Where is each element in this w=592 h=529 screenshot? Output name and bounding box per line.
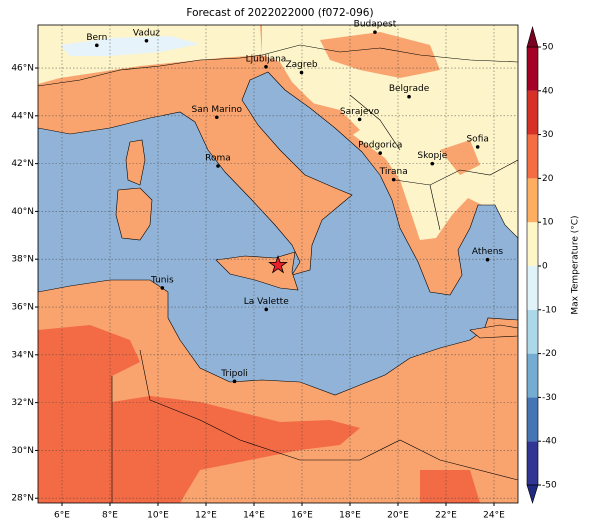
x-tick-label: 6°E: [54, 511, 70, 521]
y-tick-label: 32°N: [11, 398, 34, 408]
city-dot: [160, 286, 165, 290]
city-label: Bern: [86, 33, 107, 43]
snow: [60, 36, 200, 56]
title: Forecast of 2022022000 (f072-096): [186, 7, 373, 19]
location-star: [268, 254, 288, 274]
city-label: Tirana: [379, 167, 408, 177]
colorbar-tick-label: 0: [542, 262, 548, 272]
colorbar-segment: [527, 441, 538, 485]
city-dot: [264, 65, 268, 69]
colorbar-segment: [527, 309, 538, 354]
y-tick-label: 36°N: [11, 303, 34, 313]
city-label: Roma: [205, 154, 231, 164]
city-dot: [378, 151, 383, 155]
city-dot: [144, 38, 149, 43]
colorbar-segment: [527, 266, 538, 310]
y-tick-label: 38°N: [11, 255, 34, 265]
city-label: La Valette: [244, 297, 289, 307]
colorbar-tick-label: 10: [542, 218, 554, 228]
city-label: Belgrade: [389, 84, 430, 94]
city-label: Sarajevo: [340, 107, 380, 117]
x-tick-label: 18°E: [339, 511, 361, 521]
city-label: Tunis: [150, 275, 174, 285]
colorbar-segment: [527, 397, 538, 442]
city-label: Budapest: [354, 20, 397, 30]
city-dot: [485, 257, 490, 262]
map-frame: [37, 24, 519, 504]
colorbar-extend: [526, 484, 539, 505]
city-dot: [430, 161, 435, 166]
city-dot: [357, 117, 362, 122]
city-dot: [391, 177, 396, 182]
y-tick-label: 44°N: [11, 111, 34, 121]
colorbar-tick-label: 20: [542, 174, 554, 184]
y-tick-label: 46°N: [11, 64, 34, 74]
city-dot: [264, 307, 269, 312]
colorbar-tick-label: -30: [542, 393, 557, 403]
x-tick-label: 22°E: [435, 511, 457, 521]
colorbar-tick-label: -10: [542, 305, 557, 315]
x-tick-label: 14°E: [243, 511, 265, 521]
x-tick-label: 16°E: [291, 511, 313, 521]
y-tick-label: 40°N: [11, 207, 34, 217]
colorbar-segment: [527, 222, 538, 266]
colorbar-segment: [527, 47, 538, 91]
city-dot: [373, 30, 377, 34]
colorbar-segment: [527, 90, 538, 135]
crete: [469, 324, 518, 339]
borders: [38, 44, 518, 503]
city-dot: [299, 70, 304, 75]
y-tick-label: 30°N: [11, 446, 34, 456]
city-dot: [475, 145, 480, 149]
city-dot: [216, 164, 220, 168]
corsica: [125, 139, 146, 186]
city-label: Sofia: [466, 134, 488, 144]
city-dot: [215, 115, 219, 120]
city-label: Vaduz: [133, 28, 160, 38]
sea: [38, 71, 518, 396]
sardinia: [115, 187, 153, 241]
colorbar-tick-label: -50: [542, 481, 557, 491]
balkans-cool: [262, 25, 518, 240]
city-dot: [407, 94, 411, 99]
x-tick-label: 20°E: [387, 511, 409, 521]
colorbar-label: Max Temperature (°C): [571, 215, 581, 314]
colorbar-segment: [527, 134, 538, 179]
city-label: Tripoli: [220, 369, 248, 379]
colorbar-tick-label: -20: [542, 349, 557, 359]
colorbar-tick-label: 50: [542, 43, 554, 53]
city-label: Zagreb: [285, 60, 317, 70]
map-area: [38, 25, 518, 503]
y-tick-label: 28°N: [11, 494, 34, 504]
colorbar-tick-label: -40: [542, 437, 557, 447]
x-tick-label: 24°E: [483, 511, 505, 521]
y-tick-label: 42°N: [11, 159, 34, 169]
colorbar-segment: [527, 353, 538, 398]
x-tick-label: 10°E: [147, 511, 169, 521]
city-dot: [232, 379, 237, 384]
city-label: San Marino: [192, 105, 243, 115]
y-tick-label: 34°N: [11, 350, 34, 360]
city-label: Athens: [472, 247, 503, 257]
x-tick-label: 8°E: [102, 511, 118, 521]
city-label: Skopje: [417, 151, 447, 161]
x-tick-label: 12°E: [195, 511, 217, 521]
colorbar-tick-label: 30: [542, 130, 554, 140]
africa-hot: [38, 325, 480, 503]
colorbar-segment: [527, 178, 538, 223]
colorbar-tick-label: 40: [542, 86, 554, 96]
graticule: [38, 25, 518, 503]
city-label: Ljubljana: [246, 54, 287, 64]
city-dot: [95, 43, 99, 48]
city-label: Podgorica: [358, 141, 402, 151]
colorbar-extend: [526, 25, 539, 48]
